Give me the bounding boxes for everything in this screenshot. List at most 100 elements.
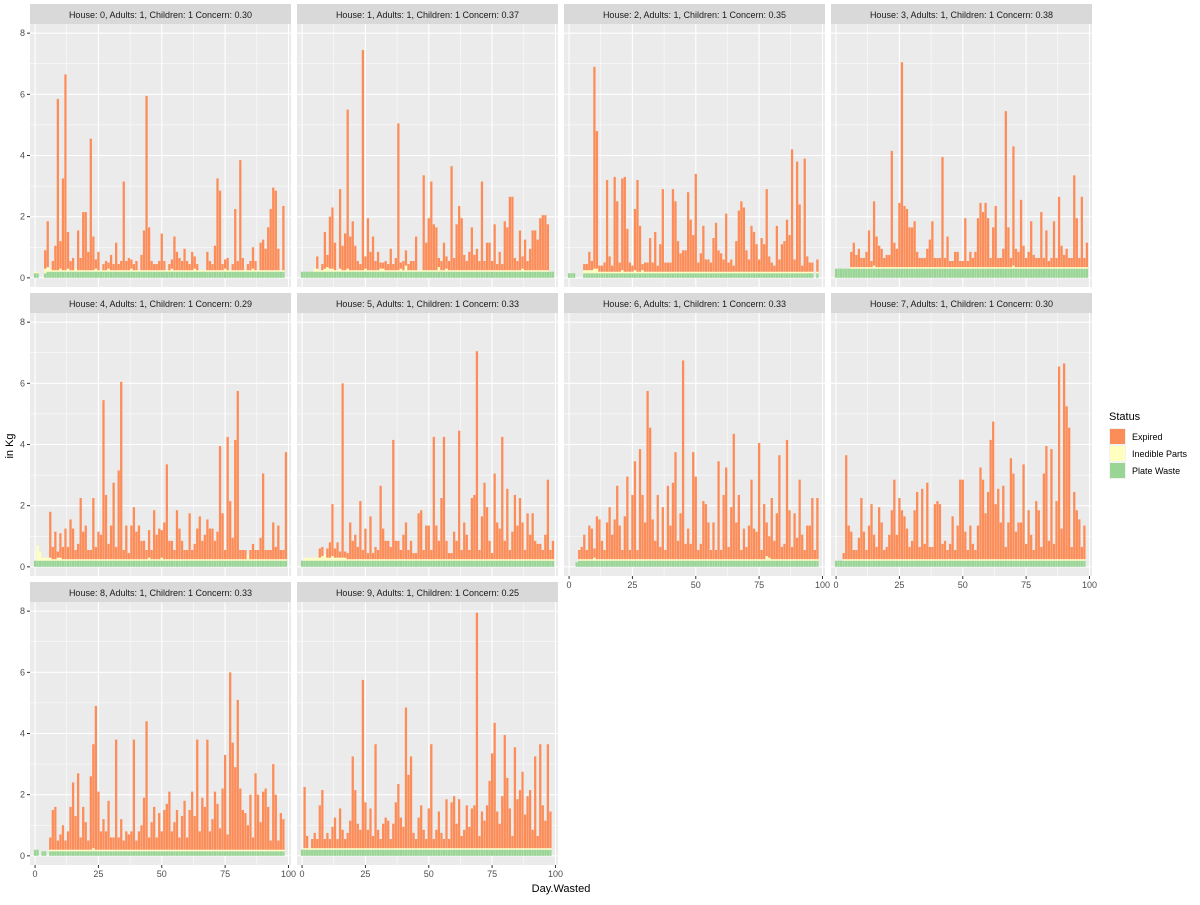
bar-plate-waste — [349, 560, 352, 567]
bar-plate-waste — [279, 271, 283, 278]
bar-expired — [59, 834, 62, 850]
bar-inedible-parts — [1078, 267, 1081, 269]
bar-inedible-parts — [87, 559, 90, 561]
bar-expired — [155, 534, 158, 560]
bar-inedible-parts — [440, 559, 443, 561]
bar-expired — [757, 259, 761, 272]
bar-plate-waste — [641, 560, 644, 567]
bar-inedible-parts — [117, 559, 120, 561]
bar-inedible-parts — [425, 848, 428, 850]
bar-inedible-parts — [188, 270, 191, 272]
bar-plate-waste — [425, 560, 428, 567]
bar-inedible-parts — [719, 271, 723, 274]
bar-plate-waste — [722, 560, 725, 567]
bar-expired — [272, 764, 275, 850]
bar-expired — [638, 225, 642, 272]
bar-inedible-parts — [989, 559, 992, 561]
bar-plate-waste — [470, 849, 473, 856]
bar-expired — [399, 817, 403, 849]
bar-expired — [137, 831, 141, 850]
bar-expired — [714, 222, 718, 272]
bar-plate-waste — [913, 560, 916, 567]
bar-inedible-parts — [452, 270, 456, 272]
bar-plate-waste — [183, 271, 186, 278]
bar-inedible-parts — [311, 848, 314, 850]
bar-inedible-parts — [895, 559, 899, 561]
bar-expired — [1052, 221, 1056, 268]
bar-plate-waste — [145, 851, 148, 856]
bar-expired — [913, 221, 916, 268]
bar-inedible-parts — [61, 849, 65, 852]
bar-expired — [531, 829, 534, 849]
bar-plate-waste — [521, 560, 524, 567]
bar-plate-waste — [354, 560, 357, 567]
bar-plate-waste — [918, 268, 921, 278]
bar-expired — [414, 839, 418, 849]
bar-expired — [277, 248, 280, 271]
bar-plate-waste — [649, 273, 652, 278]
bar-inedible-parts — [442, 559, 446, 561]
bar-plate-waste — [714, 560, 718, 567]
bar-plate-waste — [1078, 560, 1081, 567]
bar-expired — [1012, 146, 1015, 266]
bar-inedible-parts — [269, 849, 272, 852]
bar-plate-waste — [414, 849, 418, 856]
bar-plate-waste — [127, 560, 130, 567]
bar-inedible-parts — [158, 559, 161, 561]
bar-inedible-parts — [69, 559, 72, 561]
bar-expired — [272, 522, 275, 560]
bar-inedible-parts — [646, 271, 649, 274]
bar-plate-waste — [646, 273, 649, 278]
bar-expired — [793, 513, 796, 560]
bar-expired — [588, 251, 591, 271]
bar-expired — [811, 498, 814, 560]
bar-plate-waste — [503, 271, 506, 278]
bar-plate-waste — [938, 560, 942, 567]
bar-plate-waste — [923, 268, 926, 278]
bar-expired — [84, 525, 87, 560]
bar-plate-waste — [493, 271, 496, 278]
bar-inedible-parts — [147, 270, 151, 272]
bar-inedible-parts — [926, 267, 929, 269]
bar-plate-waste — [659, 273, 662, 278]
bar-inedible-parts — [583, 270, 586, 274]
bar-inedible-parts — [488, 559, 491, 561]
bar-plate-waste — [267, 851, 270, 856]
bar-expired — [402, 261, 405, 271]
bar-plate-waste — [590, 560, 594, 567]
bar-expired — [954, 550, 957, 560]
bar-expired — [598, 265, 601, 272]
bar-plate-waste — [465, 560, 468, 567]
bar-expired — [1027, 510, 1030, 560]
bar-expired — [447, 261, 451, 271]
bar-inedible-parts — [193, 268, 196, 272]
bar-expired — [938, 504, 942, 560]
bar-expired — [142, 540, 146, 560]
bar-inedible-parts — [427, 559, 430, 561]
bar-expired — [376, 829, 380, 849]
bar-expired — [104, 261, 108, 271]
bar-plate-waste — [94, 560, 98, 567]
bar-inedible-parts — [905, 267, 909, 269]
bar-plate-waste — [839, 560, 843, 567]
bar-expired — [790, 546, 794, 560]
bar-expired — [102, 264, 105, 271]
bar-plate-waste — [971, 268, 975, 278]
bar-expired — [397, 783, 400, 849]
bar-plate-waste — [845, 560, 848, 567]
bar-plate-waste — [585, 560, 588, 567]
bar-inedible-parts — [669, 271, 672, 274]
x-tick-label: 100 — [815, 580, 830, 590]
bar-inedible-parts — [127, 559, 130, 561]
bar-inedible-parts — [878, 559, 881, 561]
bar-expired — [523, 239, 527, 271]
bar-plate-waste — [140, 560, 143, 567]
bar-inedible-parts — [1012, 559, 1015, 561]
bar-inedible-parts — [366, 848, 370, 850]
bar-plate-waste — [170, 271, 174, 278]
bar-expired — [394, 257, 397, 271]
bar-inedible-parts — [659, 559, 662, 561]
bar-plate-waste — [38, 560, 42, 567]
bar-expired — [168, 264, 171, 271]
bar-plate-waste — [687, 273, 690, 278]
